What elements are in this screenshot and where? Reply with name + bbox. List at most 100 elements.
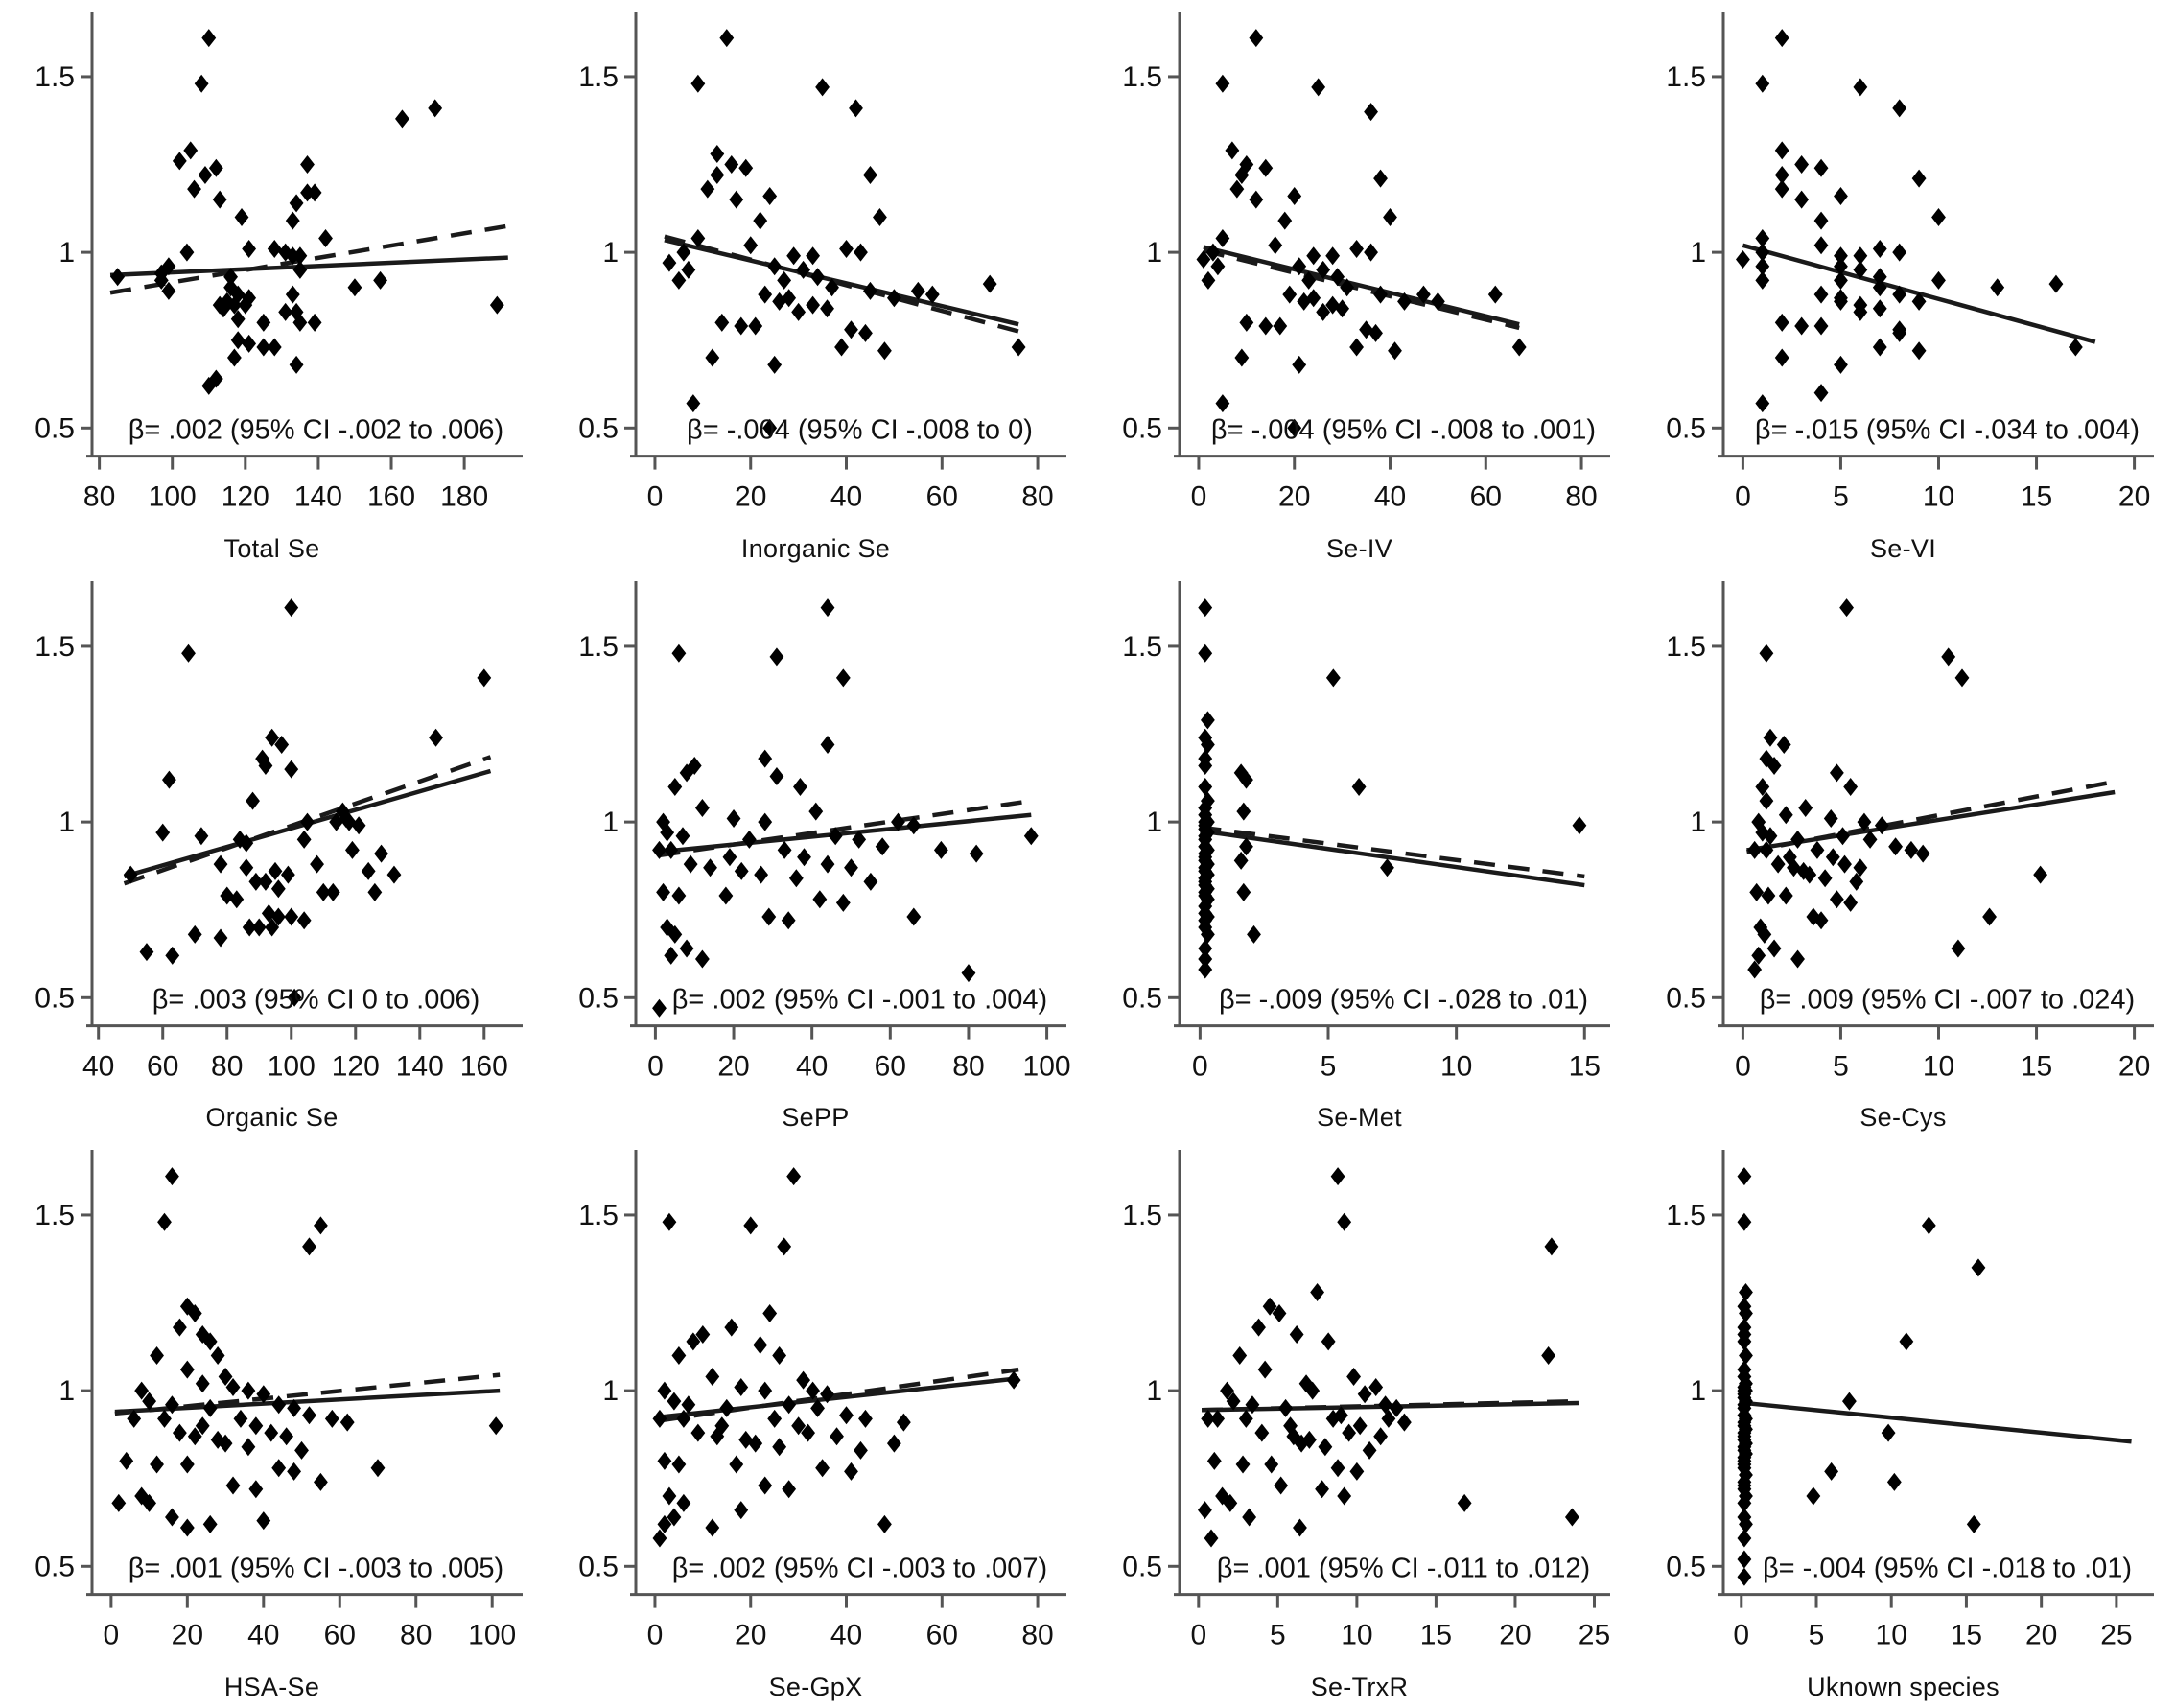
plot-svg: 0.5 1 1.5 80 100 120 140 160 180 β= .002 (95% CI … [35, 12, 523, 513]
y-tick-label: 1.5 [578, 61, 619, 93]
plot-area: 0.5 1 1.5 0 5 10 15 β= -.009 (95% CI -.028 to .… [1088, 570, 1631, 1139]
data-point [741, 830, 757, 849]
data-point [703, 857, 717, 877]
data-point [686, 394, 701, 413]
data-points [1198, 597, 1587, 979]
data-point [705, 1518, 720, 1537]
data-point [1351, 777, 1367, 796]
data-point [1747, 960, 1763, 979]
data-point [1198, 777, 1213, 796]
data-point [671, 886, 687, 905]
data-point [1834, 187, 1848, 206]
data-point [292, 260, 308, 279]
data-point [1234, 166, 1250, 185]
data-point [772, 1346, 787, 1366]
data-point [820, 735, 835, 754]
x-tick-label: 80 [1021, 1620, 1053, 1651]
data-point [248, 1416, 264, 1436]
x-tick-label: 60 [324, 1620, 356, 1651]
data-point [676, 1410, 691, 1429]
data-point [218, 1434, 233, 1453]
data-point [1755, 394, 1770, 413]
x-axis-label: Se-Cys [1859, 1103, 1947, 1133]
data-point [808, 802, 824, 821]
data-point [662, 253, 677, 272]
data-point [1782, 847, 1797, 866]
data-point [683, 854, 698, 874]
data-point [1794, 316, 1810, 336]
data-point [652, 1410, 667, 1429]
data-point [165, 1508, 179, 1527]
y-tick-label: 1 [58, 807, 75, 838]
data-point [758, 812, 773, 831]
data-point [270, 907, 286, 926]
plot-area: 0.5 1 1.5 0 20 40 60 80 β= -.004 (95% CI -.008 t… [544, 0, 1088, 570]
data-point [271, 1395, 287, 1415]
data-point [256, 1385, 271, 1404]
data-point [660, 823, 675, 842]
data-point [1416, 285, 1431, 304]
data-point [734, 1378, 749, 1397]
data-point [429, 728, 443, 747]
x-tick-label: 0 [1733, 1620, 1749, 1651]
data-point [187, 179, 201, 199]
data-point [150, 1455, 164, 1474]
regression-line-solid [659, 1376, 1019, 1420]
data-point [1813, 384, 1829, 403]
data-point [157, 1410, 172, 1429]
data-point [111, 1494, 127, 1513]
data-points [1737, 1167, 1986, 1586]
data-point [226, 295, 242, 315]
data-point [1853, 260, 1868, 279]
data-point [261, 903, 276, 923]
data-point [223, 268, 239, 287]
data-point [1373, 1427, 1389, 1446]
data-point [1810, 840, 1825, 859]
data-point [961, 963, 976, 982]
y-tick-label: 1.5 [1666, 1200, 1706, 1231]
data-point [810, 1399, 825, 1418]
data-point [854, 1441, 868, 1461]
data-point [849, 99, 863, 118]
data-point [428, 99, 443, 118]
data-point [488, 1416, 503, 1436]
data-point [662, 1486, 677, 1506]
data-point [828, 826, 843, 845]
data-points [1747, 597, 2048, 979]
data-point [329, 812, 344, 831]
data-point [161, 281, 176, 300]
plot-svg: 0.5 1 1.5 0 20 40 60 80 β= -.004 (95% CI -.008 t… [578, 12, 1066, 513]
data-point [324, 1410, 339, 1429]
data-point [210, 1431, 225, 1450]
data-point [202, 1332, 218, 1351]
data-point [1310, 1283, 1325, 1302]
data-point [769, 766, 784, 785]
y-tick-label: 0.5 [1666, 982, 1706, 1014]
data-point [797, 847, 811, 866]
y-tick-label: 1.5 [578, 1200, 619, 1231]
data-point [202, 1399, 218, 1418]
data-point [690, 74, 706, 93]
data-point [255, 749, 269, 768]
y-tick-label: 1 [1690, 807, 1706, 838]
x-tick-label: 20 [735, 1620, 766, 1651]
y-tick-label: 1.5 [1666, 631, 1706, 663]
data-point [373, 270, 388, 290]
data-point [1888, 836, 1904, 855]
chart-panel-sepp: 0.5 1 1.5 0 20 40 60 80 100 β= .002 (95% CI -.001… [544, 570, 1088, 1139]
data-point [1931, 207, 1946, 226]
plot-svg: 0.5 1 1.5 0 5 10 15 20 25 β= -.004 (95% CI -.018 … [1666, 1150, 2154, 1651]
data-point [1911, 292, 1927, 311]
data-point [681, 1395, 696, 1415]
data-point [1763, 728, 1778, 747]
data-point [667, 924, 683, 944]
data-point [1396, 1413, 1412, 1432]
x-tick-label: 25 [2100, 1620, 2132, 1651]
data-point [194, 74, 209, 93]
data-point [1759, 749, 1774, 768]
data-point [267, 239, 282, 258]
data-point [719, 29, 735, 48]
data-point [374, 844, 388, 863]
data-point [1737, 1529, 1752, 1548]
beta-annotation: β= -.004 (95% CI -.018 to .01) [1763, 1553, 2132, 1583]
